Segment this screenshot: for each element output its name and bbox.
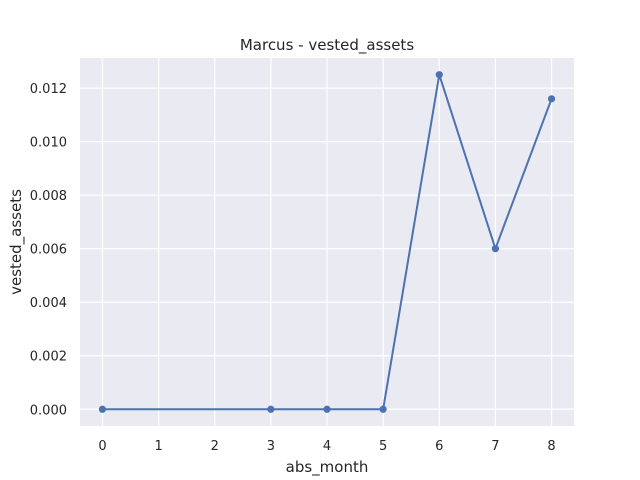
data-point (491, 245, 500, 253)
y-tick-label: 0.006 (30, 243, 67, 258)
y-tick-label: 0.002 (30, 350, 67, 365)
chart-title: Marcus - vested_assets (240, 36, 414, 55)
y-axis-ticks: 0.000 0.002 0.004 0.006 0.008 0.010 0.012 (30, 82, 67, 418)
x-tick-label: 3 (267, 439, 275, 454)
y-tick-label: 0.000 (30, 403, 67, 418)
y-tick-label: 0.012 (30, 82, 67, 97)
x-tick-label: 8 (547, 439, 555, 454)
x-tick-label: 0 (98, 439, 106, 454)
data-point (547, 95, 556, 103)
data-point (435, 71, 443, 79)
x-tick-label: 6 (435, 439, 443, 454)
y-axis-label: vested_assets (7, 189, 26, 295)
x-axis-ticks: 0 1 2 3 4 5 6 7 8 (98, 439, 555, 454)
x-tick-label: 2 (211, 439, 219, 454)
y-tick-label: 0.004 (30, 296, 67, 311)
data-point (379, 405, 387, 413)
x-tick-label: 4 (323, 439, 331, 454)
y-tick-label: 0.010 (30, 136, 67, 151)
series-group (98, 71, 556, 413)
x-axis-label: abs_month (286, 458, 369, 477)
data-point (323, 405, 331, 413)
x-tick-label: 7 (491, 439, 499, 454)
x-tick-label: 5 (379, 439, 387, 454)
data-point (267, 405, 275, 413)
y-tick-label: 0.008 (30, 189, 67, 204)
x-tick-label: 1 (154, 439, 162, 454)
data-point (98, 405, 107, 413)
